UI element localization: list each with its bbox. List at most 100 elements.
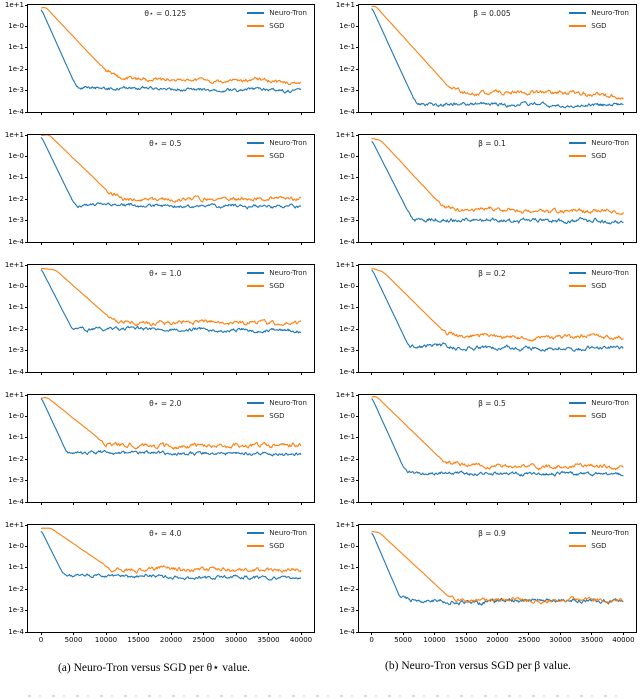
x-tick xyxy=(434,242,436,245)
x-tick-label: 0 xyxy=(369,636,374,644)
y-tick-label: 1e+1 xyxy=(335,130,355,139)
curves-a4 xyxy=(40,397,302,457)
legend-entry: Neuro-Tron xyxy=(569,138,629,147)
legend-line-neuro-tron xyxy=(569,401,587,404)
legend: Neuro-Tron SGD xyxy=(569,138,629,164)
x-tick xyxy=(138,112,139,115)
legend-label: SGD xyxy=(269,541,285,550)
subplot-b2: 1e+1 1e-0 1e-1 1e-2 1e-3 1e-4 β = 0.1 Neuro-Tro… xyxy=(336,131,637,246)
x-tick xyxy=(170,502,172,505)
x-tick xyxy=(622,242,624,245)
x-tick xyxy=(528,372,530,375)
y-tick-label: 1e-3 xyxy=(8,216,24,225)
x-tick-label: 35000 xyxy=(257,636,280,644)
x-tick xyxy=(73,112,74,115)
x-tick xyxy=(622,372,624,375)
x-tick xyxy=(268,632,269,635)
y-tick xyxy=(25,458,28,460)
series-line-sgd xyxy=(40,7,302,86)
x-tick xyxy=(268,372,269,375)
series-line-neuro-tron xyxy=(40,530,302,581)
y-tick-label: 1e-0 xyxy=(8,411,24,420)
curves-a3 xyxy=(40,267,302,334)
subplot-a2: 1e+1 1e-0 1e-1 1e-2 1e-3 1e-4 θ⋆ = 0.5 Neuro-Tr… xyxy=(5,131,315,246)
legend-line-sgd xyxy=(569,154,587,157)
y-tick-label: 1e-0 xyxy=(339,21,355,30)
panel-annotation: β = 0.9 xyxy=(478,529,506,538)
legend: Neuro-Tron SGD xyxy=(569,398,629,424)
y-tick-label: 1e-4 xyxy=(8,627,24,636)
legend-entry: Neuro-Tron xyxy=(247,528,307,537)
y-tick-label: 1e-4 xyxy=(8,497,24,506)
legend-line-neuro-tron xyxy=(247,401,265,404)
y-tick-label: 1e-0 xyxy=(8,281,24,290)
curves-b3 xyxy=(371,268,624,352)
y-tick-label: 1e+1 xyxy=(4,130,24,139)
y-tick xyxy=(356,4,359,6)
legend-label: Neuro-Tron xyxy=(591,138,629,147)
curves-b5 xyxy=(371,530,624,606)
y-tick-label: 1e-3 xyxy=(339,216,355,225)
y-tick xyxy=(356,350,359,352)
y-tick xyxy=(25,415,28,417)
y-tick xyxy=(25,610,28,612)
legend-entry: Neuro-Tron xyxy=(569,528,629,537)
legend-line-neuro-tron xyxy=(569,141,587,144)
y-tick xyxy=(356,220,359,222)
x-tick xyxy=(528,112,530,115)
x-tick-label: 30000 xyxy=(224,636,248,644)
y-tick-label: 1e-3 xyxy=(8,86,24,95)
x-tick xyxy=(622,112,624,115)
x-tick xyxy=(371,372,373,375)
legend-line-neuro-tron xyxy=(247,271,265,274)
x-tick xyxy=(268,242,269,245)
x-tick xyxy=(235,242,237,245)
series-line-sgd xyxy=(40,267,302,327)
x-tick-label: 30000 xyxy=(549,636,572,644)
x-tick xyxy=(300,502,302,505)
y-tick xyxy=(356,328,359,330)
x-tick xyxy=(300,632,302,635)
legend-line-sgd xyxy=(247,154,265,157)
legend: Neuro-Tron SGD xyxy=(247,268,307,294)
curves-b2 xyxy=(371,137,624,225)
x-tick-label: 5000 xyxy=(64,636,83,644)
series-line-neuro-tron xyxy=(40,136,302,210)
x-tick xyxy=(497,242,498,245)
legend-entry: Neuro-Tron xyxy=(247,138,307,147)
x-tick xyxy=(300,242,302,245)
x-tick xyxy=(105,372,107,375)
y-tick-label: 1e-4 xyxy=(339,237,355,246)
y-tick xyxy=(25,588,28,590)
x-tick xyxy=(528,242,530,245)
legend-entry: SGD xyxy=(247,541,307,550)
y-tick-label: 1e-0 xyxy=(8,151,24,160)
x-tick xyxy=(371,242,373,245)
x-tick xyxy=(497,112,498,115)
x-tick xyxy=(170,112,172,115)
legend-label: Neuro-Tron xyxy=(591,398,629,407)
x-tick-label: 15000 xyxy=(127,636,150,644)
y-tick-label: 1e+1 xyxy=(335,390,355,399)
x-tick xyxy=(138,502,139,505)
legend: Neuro-Tron SGD xyxy=(569,268,629,294)
x-tick xyxy=(203,632,204,635)
y-tick xyxy=(25,524,28,526)
y-tick-label: 1e-3 xyxy=(339,606,355,615)
x-tick-label: 40000 xyxy=(612,636,635,644)
series-line-sgd xyxy=(371,268,624,342)
y-tick xyxy=(356,567,359,569)
y-tick-label: 1e-0 xyxy=(8,541,24,550)
y-tick xyxy=(25,371,28,373)
y-tick-label: 1e-3 xyxy=(8,346,24,355)
legend-line-neuro-tron xyxy=(569,11,587,14)
legend-entry: Neuro-Tron xyxy=(247,8,307,17)
y-tick xyxy=(356,134,359,136)
x-tick xyxy=(40,502,42,505)
series-line-sgd xyxy=(371,137,624,215)
x-tick xyxy=(138,632,139,635)
x-tick xyxy=(528,632,530,635)
y-tick-label: 1e-4 xyxy=(8,367,24,376)
legend-label: Neuro-Tron xyxy=(269,268,307,277)
